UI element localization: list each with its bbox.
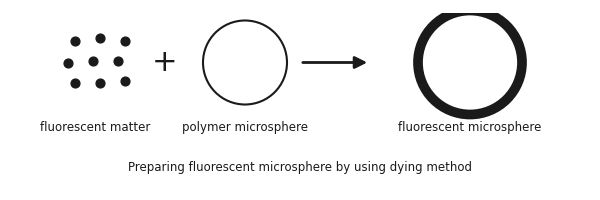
Point	[95, 36, 105, 39]
Point	[120, 39, 130, 42]
Point	[88, 59, 98, 62]
Text: polymer microsphere: polymer microsphere	[182, 121, 308, 134]
Point	[70, 39, 80, 42]
Text: Preparing fluorescent microsphere by using dying method: Preparing fluorescent microsphere by usi…	[128, 161, 472, 174]
Text: fluorescent microsphere: fluorescent microsphere	[398, 121, 542, 134]
Point	[63, 61, 73, 64]
Text: +: +	[152, 48, 178, 77]
Point	[70, 81, 80, 84]
Text: fluorescent matter: fluorescent matter	[40, 121, 150, 134]
Point	[113, 59, 123, 62]
Point	[120, 79, 130, 82]
Point	[95, 81, 105, 84]
